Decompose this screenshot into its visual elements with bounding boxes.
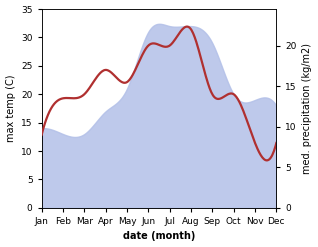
Y-axis label: max temp (C): max temp (C) [5, 75, 16, 142]
X-axis label: date (month): date (month) [123, 231, 195, 242]
Y-axis label: med. precipitation (kg/m2): med. precipitation (kg/m2) [302, 43, 313, 174]
